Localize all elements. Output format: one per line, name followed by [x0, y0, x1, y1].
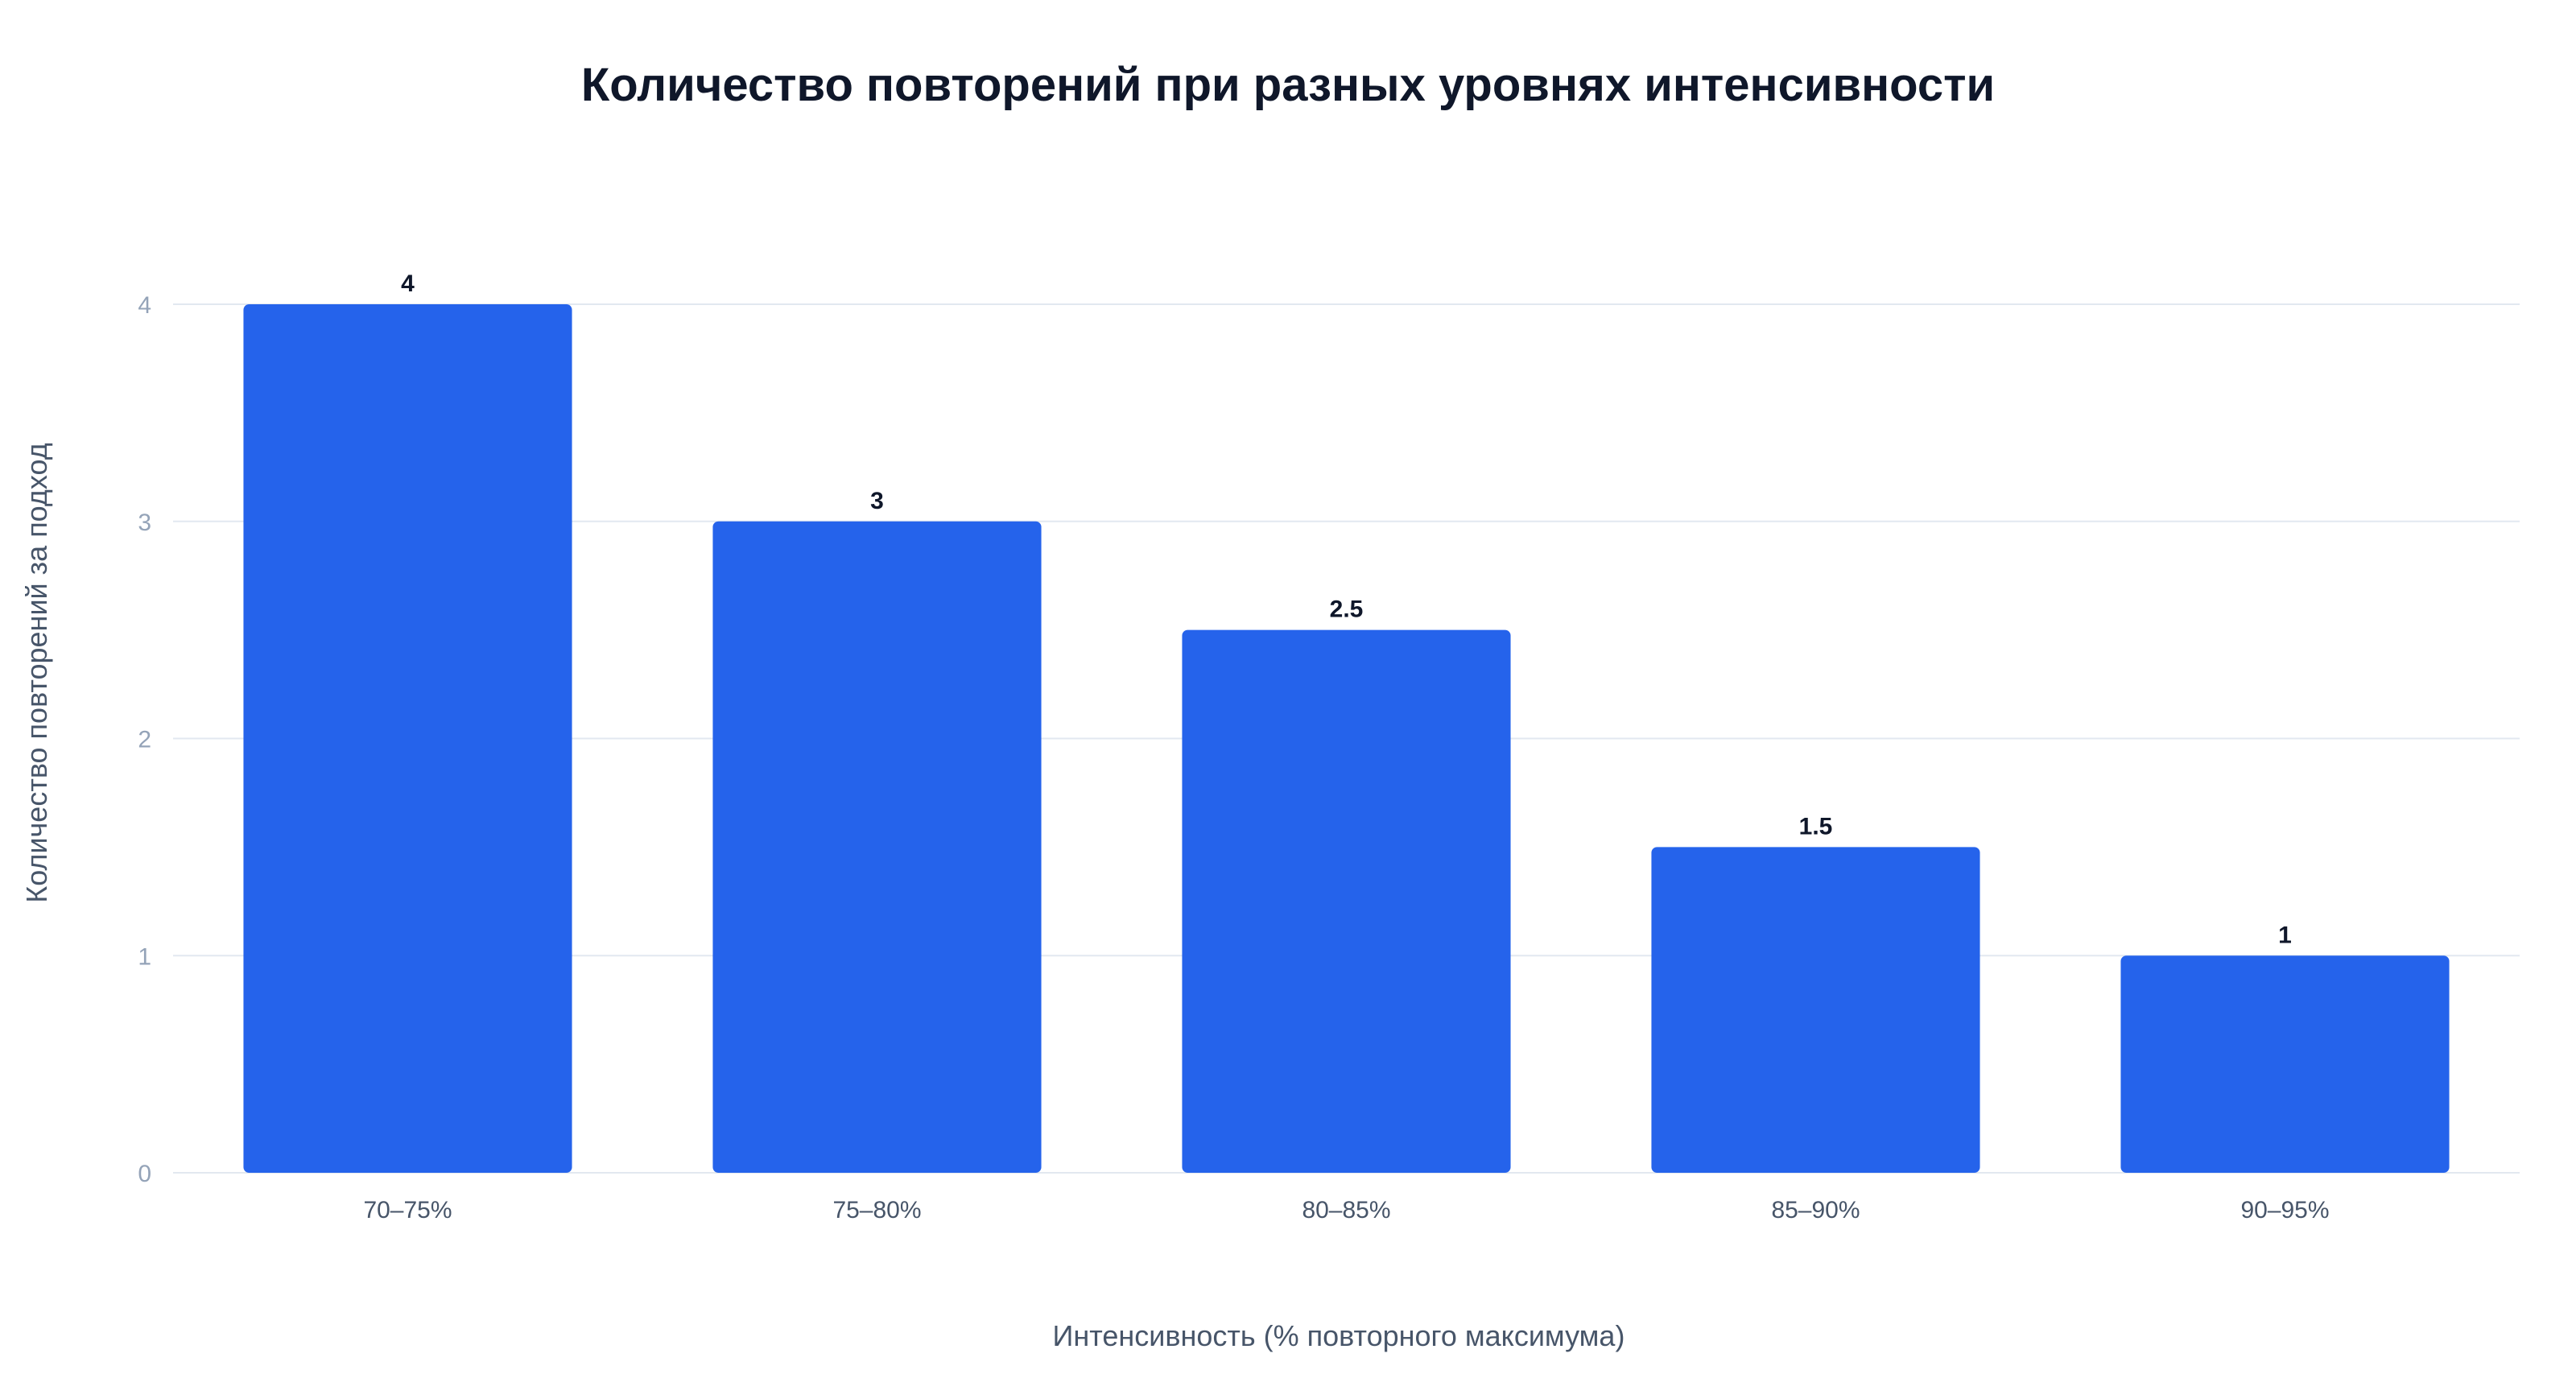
x-tick-label: 75–80% — [832, 1197, 921, 1223]
data-label: 3 — [870, 488, 884, 514]
data-labels: 4 3 2.5 1.5 1 — [401, 270, 2292, 948]
bar — [712, 521, 1042, 1173]
bars — [243, 304, 2450, 1173]
y-tick-label: 0 — [138, 1161, 151, 1187]
x-tick-label: 70–75% — [363, 1197, 452, 1223]
x-axis-label: Интенсивность (% повторного максимума) — [1053, 1319, 1625, 1352]
bar — [2120, 955, 2450, 1173]
data-label: 1.5 — [1799, 813, 1833, 840]
data-label: 1 — [2278, 922, 2292, 948]
x-tick-label: 85–90% — [1771, 1197, 1860, 1223]
x-axis-ticks: 70–75% 75–80% 80–85% 85–90% 90–95% — [363, 1197, 2329, 1223]
data-label: 4 — [401, 270, 415, 297]
chart-title: Количество повторений при разных уровнях… — [581, 59, 1995, 111]
bar — [1182, 629, 1511, 1173]
bar — [243, 304, 572, 1173]
y-tick-label: 2 — [138, 727, 151, 753]
x-tick-label: 90–95% — [2240, 1197, 2329, 1223]
y-axis-ticks: 0 1 2 3 4 — [138, 292, 151, 1187]
y-tick-label: 4 — [138, 292, 151, 319]
bar — [1651, 847, 1980, 1173]
y-tick-label: 1 — [138, 943, 151, 970]
y-tick-label: 3 — [138, 510, 151, 536]
data-label: 2.5 — [1330, 596, 1364, 623]
y-axis-label: Количество повторений за подход — [20, 443, 53, 903]
x-tick-label: 80–85% — [1302, 1197, 1390, 1223]
